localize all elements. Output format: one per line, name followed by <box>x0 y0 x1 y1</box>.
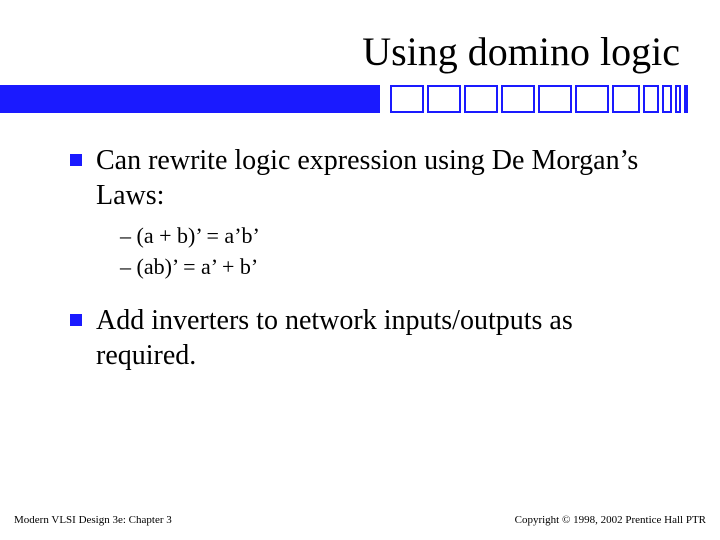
decoration-boxes <box>390 85 688 113</box>
sub-bullet-item: – (a + b)’ = a’b’ <box>120 221 670 252</box>
decoration-box <box>501 85 535 113</box>
decoration-bar <box>0 85 720 113</box>
bullet-item: Add inverters to network inputs/outputs … <box>70 303 670 373</box>
slide-title: Using domino logic <box>0 0 720 85</box>
footer-right: Copyright © 1998, 2002 Prentice Hall PTR <box>515 514 706 526</box>
decoration-box <box>390 85 424 113</box>
square-bullet-icon <box>70 154 82 166</box>
decoration-box <box>612 85 640 113</box>
decoration-solid <box>0 85 380 113</box>
bullet-item: Can rewrite logic expression using De Mo… <box>70 143 670 213</box>
footer-left: Modern VLSI Design 3e: Chapter 3 <box>14 514 172 526</box>
decoration-box <box>684 85 688 113</box>
bullet-text: Add inverters to network inputs/outputs … <box>96 303 670 373</box>
sub-bullet-item: – (ab)’ = a’ + b’ <box>120 252 670 283</box>
bullet-text: Can rewrite logic expression using De Mo… <box>96 143 670 213</box>
decoration-box <box>675 85 681 113</box>
decoration-box <box>538 85 572 113</box>
square-bullet-icon <box>70 314 82 326</box>
sub-bullet-list: – (a + b)’ = a’b’– (ab)’ = a’ + b’ <box>70 221 670 283</box>
slide: Using domino logic Can rewrite logic exp… <box>0 0 720 540</box>
content-area: Can rewrite logic expression using De Mo… <box>0 143 720 373</box>
decoration-box <box>662 85 672 113</box>
decoration-box <box>464 85 498 113</box>
decoration-box <box>427 85 461 113</box>
decoration-box <box>575 85 609 113</box>
decoration-box <box>643 85 659 113</box>
